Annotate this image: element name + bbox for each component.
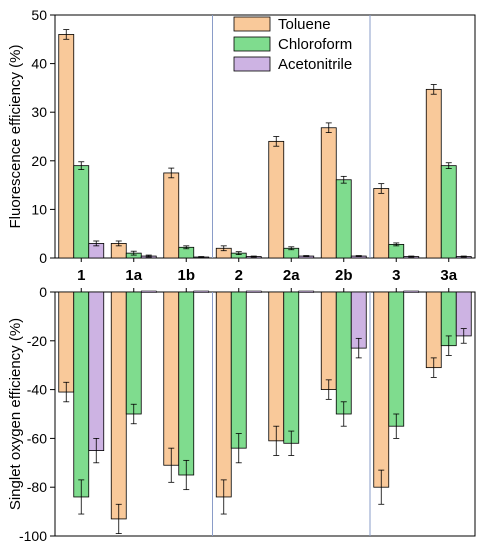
category-label: 2: [235, 267, 243, 284]
singlet-oxygen-bar: [193, 290, 210, 293]
y-tick-label-top: 20: [31, 153, 47, 169]
y-tick-label-top: 50: [31, 7, 47, 23]
top-panel-frame: [54, 14, 476, 259]
legend-label: Acetonitrile: [278, 56, 352, 73]
singlet-oxygen-bar: [283, 291, 300, 444]
singlet-oxygen-bar: [320, 291, 337, 390]
y-axis-title-top: Fluorescence efficiency (%): [7, 45, 24, 229]
category-label: 2a: [283, 267, 300, 284]
singlet-oxygen-bar: [178, 291, 195, 476]
y-tick-label-top: 40: [31, 56, 47, 72]
singlet-oxygen-bar: [125, 291, 142, 415]
legend-swatch: [233, 36, 271, 52]
fluorescence-bar: [425, 88, 442, 259]
singlet-oxygen-bar: [110, 291, 127, 520]
legend-label: Toluene: [278, 16, 331, 33]
fluorescence-bar: [440, 165, 457, 259]
category-label: 2b: [335, 267, 353, 284]
singlet-oxygen-bar: [88, 291, 105, 452]
singlet-oxygen-bar: [268, 291, 285, 442]
singlet-oxygen-bar: [230, 291, 247, 449]
fluorescence-bar: [268, 140, 285, 259]
singlet-oxygen-bar: [140, 290, 157, 293]
y-axis-title-bottom: Singlet oxygen efficiency (%): [7, 318, 24, 510]
singlet-oxygen-bar: [58, 291, 75, 393]
category-label: 3: [392, 267, 400, 284]
fluorescence-bar: [335, 179, 352, 259]
singlet-oxygen-bar: [298, 290, 315, 293]
legend-swatch: [233, 16, 271, 32]
singlet-oxygen-bar: [335, 291, 352, 415]
y-tick-label-bottom: 0: [39, 284, 47, 300]
y-tick-label-bottom: -40: [27, 382, 47, 398]
fluorescence-bar: [388, 243, 405, 259]
singlet-oxygen-bar: [215, 291, 232, 498]
singlet-oxygen-bar: [425, 291, 442, 369]
category-label: 3a: [440, 267, 457, 284]
singlet-oxygen-bar: [373, 291, 390, 488]
fluorescence-bar: [58, 34, 75, 259]
category-label: 1: [77, 267, 85, 284]
fluorescence-bar: [163, 172, 180, 259]
y-tick-label-top: 10: [31, 201, 47, 217]
singlet-oxygen-bar: [403, 290, 420, 293]
y-tick-label-bottom: -60: [27, 430, 47, 446]
singlet-oxygen-bar: [73, 291, 90, 498]
bottom-panel-frame: [54, 291, 476, 537]
category-label: 1a: [125, 267, 142, 284]
legend-swatch: [233, 56, 271, 72]
y-tick-label-bottom: -80: [27, 479, 47, 495]
fluorescence-bar: [320, 127, 337, 259]
fluorescence-bar: [73, 165, 90, 259]
singlet-oxygen-bar: [163, 291, 180, 466]
y-tick-label-top: 0: [39, 250, 47, 266]
y-tick-label-top: 30: [31, 104, 47, 120]
singlet-oxygen-bar: [388, 291, 405, 427]
singlet-oxygen-bar: [245, 290, 262, 293]
fluorescence-bar: [373, 188, 390, 259]
legend-label: Chloroform: [278, 36, 352, 53]
category-label: 1b: [177, 267, 195, 284]
y-tick-label-bottom: -20: [27, 333, 47, 349]
y-tick-label-bottom: -100: [19, 528, 47, 544]
